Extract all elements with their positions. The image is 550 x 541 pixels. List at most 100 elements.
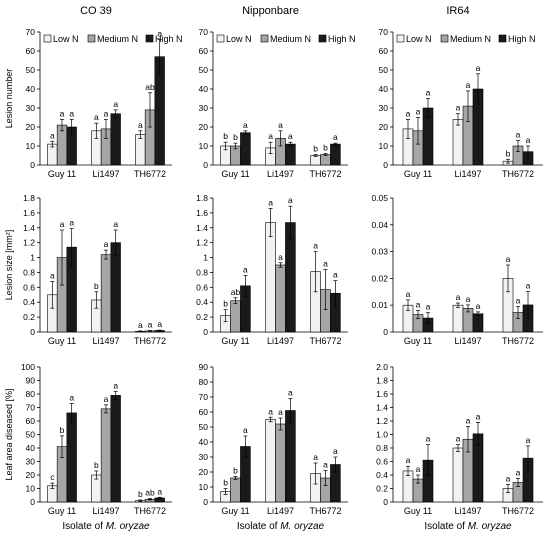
- significance-letter: a: [516, 467, 521, 477]
- significance-letter: a: [456, 292, 461, 302]
- significance-letter: a: [268, 131, 273, 141]
- significance-letter: a: [113, 380, 118, 390]
- y-tick-label: 0.05: [371, 193, 388, 203]
- y-tick-label: 0.4: [23, 297, 35, 307]
- significance-letter: a: [426, 302, 431, 312]
- x-tick-label: Li1497: [454, 506, 481, 516]
- x-axis-label-prefix: Isolate of: [424, 521, 467, 532]
- x-axis-label: Isolate of M. oryzae: [62, 521, 150, 532]
- x-tick-label: Li1497: [92, 169, 119, 179]
- y-tick-label: 0: [30, 160, 35, 170]
- x-tick-label: Li1497: [92, 336, 119, 346]
- y-tick-label: 80: [26, 389, 36, 399]
- significance-letter: a: [466, 80, 471, 90]
- x-tick-label: Guy 11: [221, 169, 249, 179]
- significance-letter: a: [94, 112, 99, 122]
- y-tick-label: 30: [26, 103, 36, 113]
- x-tick-label: TH6772: [134, 336, 166, 346]
- y-tick-label: 40: [199, 437, 209, 447]
- significance-letter: ab: [145, 488, 155, 498]
- y-tick-label: 40: [26, 443, 36, 453]
- significance-letter: a: [50, 130, 55, 140]
- legend-swatch: [318, 34, 327, 43]
- y-tick-label: 0: [203, 160, 208, 170]
- x-tick-label: Li1497: [92, 506, 119, 516]
- x-tick-label: TH6772: [309, 169, 341, 179]
- bar: [452, 119, 464, 166]
- significance-letter: a: [333, 132, 338, 142]
- x-tick-label: TH6772: [134, 169, 166, 179]
- significance-letter: a: [69, 218, 74, 228]
- significance-letter: a: [506, 473, 511, 483]
- y-tick-label: 20: [199, 122, 209, 132]
- significance-letter: ab: [231, 287, 241, 297]
- y-tick-label: 0.4: [196, 297, 208, 307]
- significance-letter: a: [323, 258, 328, 268]
- significance-letter: a: [243, 425, 248, 435]
- significance-letter: a: [138, 120, 143, 130]
- significance-letter: a: [476, 411, 481, 421]
- y-tick-label: 50: [379, 65, 389, 75]
- significance-letter: a: [288, 131, 293, 141]
- y-tick-label: 0.01: [371, 300, 388, 310]
- significance-letter: a: [50, 270, 55, 280]
- legend-label: High N: [155, 34, 183, 44]
- bar: [452, 447, 464, 503]
- y-tick-label: 50: [199, 422, 209, 432]
- x-axis-label-species: M. oryzae: [280, 521, 324, 532]
- y-tick-label: 50: [199, 65, 209, 75]
- x-axis-label-species: M. oryzae: [468, 521, 512, 532]
- legend-swatch: [43, 34, 52, 43]
- bar: [275, 423, 286, 503]
- y-axis-label: Lesion size [mm²]: [4, 230, 14, 301]
- y-tick-label: 70: [199, 27, 209, 37]
- significance-letter: b: [233, 466, 238, 476]
- x-tick-label: Li1497: [267, 506, 294, 516]
- y-tick-label: 0.8: [23, 267, 35, 277]
- panel-title: IR64: [446, 5, 469, 17]
- y-tick-label: 1.8: [23, 193, 35, 203]
- x-tick-label: TH6772: [309, 506, 341, 516]
- y-tick-label: 1.6: [23, 208, 35, 218]
- significance-letter: b: [223, 299, 228, 309]
- y-tick-label: 1.4: [196, 223, 208, 233]
- y-tick-label: 0.8: [376, 443, 388, 453]
- significance-letter: a: [406, 108, 411, 118]
- y-tick-label: 90: [26, 376, 36, 386]
- x-axis-label-prefix: Isolate of: [62, 521, 105, 532]
- y-tick-label: 70: [199, 392, 209, 402]
- significance-letter: b: [223, 131, 228, 141]
- x-axis-label-species: M. oryzae: [106, 521, 150, 532]
- significance-letter: a: [243, 264, 248, 274]
- y-tick-label: 30: [379, 103, 389, 113]
- significance-letter: a: [104, 108, 109, 118]
- y-tick-label: 1.2: [196, 238, 208, 248]
- significance-letter: a: [157, 29, 162, 39]
- y-tick-label: 60: [199, 46, 209, 56]
- x-axis-label-prefix: Isolate of: [237, 521, 280, 532]
- significance-letter: a: [516, 129, 521, 139]
- significance-letter: a: [268, 197, 273, 207]
- legend-label: Low N: [226, 34, 252, 44]
- x-tick-label: Guy 11: [48, 506, 76, 516]
- legend-swatch: [498, 34, 507, 43]
- y-tick-label: 70: [26, 27, 36, 37]
- significance-letter: a: [157, 486, 162, 496]
- significance-letter: b: [60, 425, 65, 435]
- y-tick-label: 0: [383, 327, 388, 337]
- legend-swatch: [216, 34, 225, 43]
- bar: [275, 264, 286, 333]
- y-tick-label: 10: [199, 482, 209, 492]
- y-axis-label: Leaf area diseased [%]: [4, 388, 14, 480]
- bar: [265, 419, 276, 503]
- y-tick-label: 20: [199, 467, 209, 477]
- significance-letter: a: [268, 406, 273, 416]
- significance-letter: a: [526, 135, 531, 145]
- y-tick-label: 40: [379, 84, 389, 94]
- significance-letter: ab: [145, 82, 155, 92]
- significance-letter: a: [476, 63, 481, 73]
- bar: [110, 242, 121, 333]
- y-tick-label: 60: [199, 407, 209, 417]
- y-tick-label: 50: [26, 430, 36, 440]
